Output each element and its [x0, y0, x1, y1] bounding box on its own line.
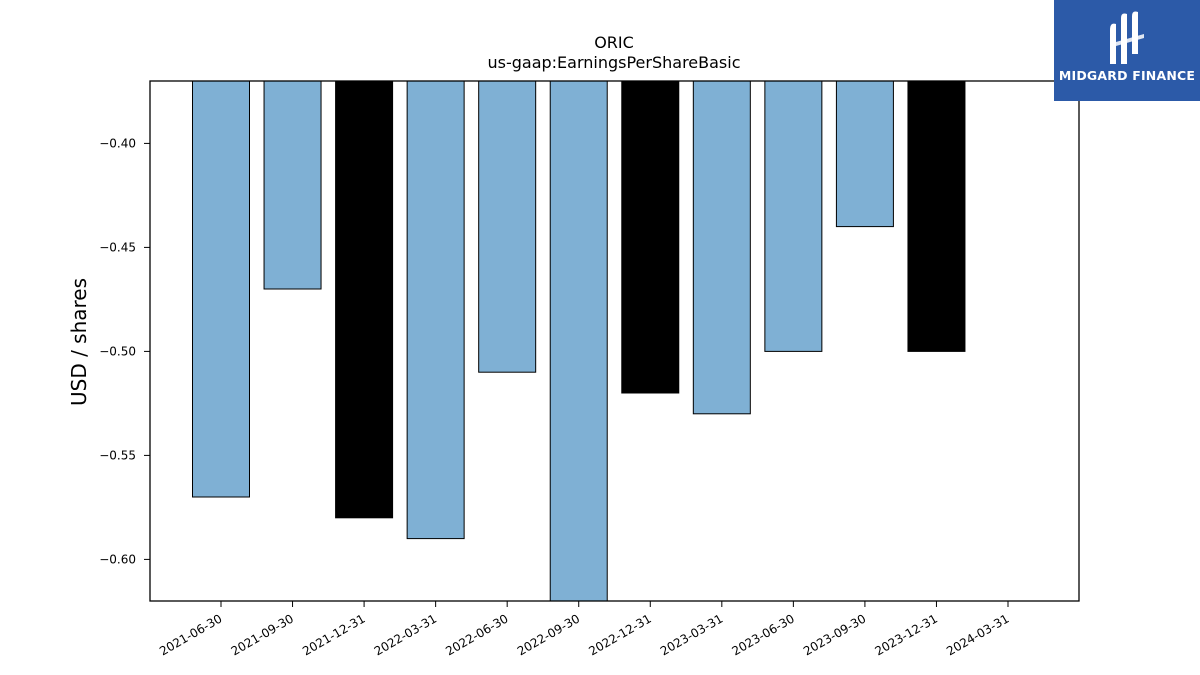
x-tick-label: 2022-09-30	[515, 611, 582, 658]
bar-2022-12-31	[621, 80, 680, 394]
bar-2022-03-31	[406, 80, 465, 540]
x-tick-label: 2023-06-30	[729, 611, 796, 658]
midgard-logo-icon	[1110, 11, 1144, 65]
chart-title: ORIC	[594, 33, 634, 52]
bar-2023-12-31	[907, 80, 966, 352]
x-tick-label: 2023-03-31	[658, 611, 725, 658]
x-tick-label: 2022-06-30	[443, 611, 510, 658]
bar-2023-06-30	[764, 80, 823, 352]
bar-2022-06-30	[478, 80, 537, 373]
x-ticks-group: 2021-06-30 2021-09-30 2021-12-31 2022-03-31…	[157, 601, 1012, 658]
x-tick-label: 2024-03-31	[944, 611, 1011, 658]
chart-subtitle: us-gaap:EarningsPerShareBasic	[487, 53, 740, 72]
bar-2021-09-30	[263, 80, 322, 290]
plot-frame	[149, 80, 1080, 602]
bar-2021-06-30	[192, 80, 250, 498]
x-tick-label: 2021-12-31	[300, 611, 367, 658]
y-tick-label: −0.40	[99, 136, 136, 150]
x-tick-label: 2022-12-31	[586, 611, 653, 658]
bars-group	[192, 80, 966, 602]
y-tick-label: −0.45	[99, 240, 136, 254]
x-tick-label: 2021-09-30	[229, 611, 296, 658]
x-tick-label: 2022-03-31	[372, 611, 439, 658]
brand-logo: MIDGARD FINANCE	[1054, 0, 1200, 101]
logo-text: MIDGARD FINANCE	[1058, 68, 1196, 83]
bar-2022-09-30	[549, 80, 608, 602]
y-ticks-group: −0.40 −0.45 −0.50 −0.55 −0.60	[99, 136, 150, 566]
y-tick-label: −0.50	[99, 344, 136, 358]
bar-2023-09-30	[835, 80, 894, 228]
y-tick-label: −0.60	[99, 552, 136, 566]
x-tick-label: 2023-12-31	[873, 611, 940, 658]
y-axis-label: USD / shares	[67, 278, 91, 406]
bar-2021-12-31	[335, 80, 394, 519]
x-tick-label: 2021-06-30	[157, 611, 224, 658]
bar-2023-03-31	[692, 80, 751, 415]
y-tick-label: −0.55	[99, 448, 136, 462]
x-tick-label: 2023-09-30	[801, 611, 868, 658]
